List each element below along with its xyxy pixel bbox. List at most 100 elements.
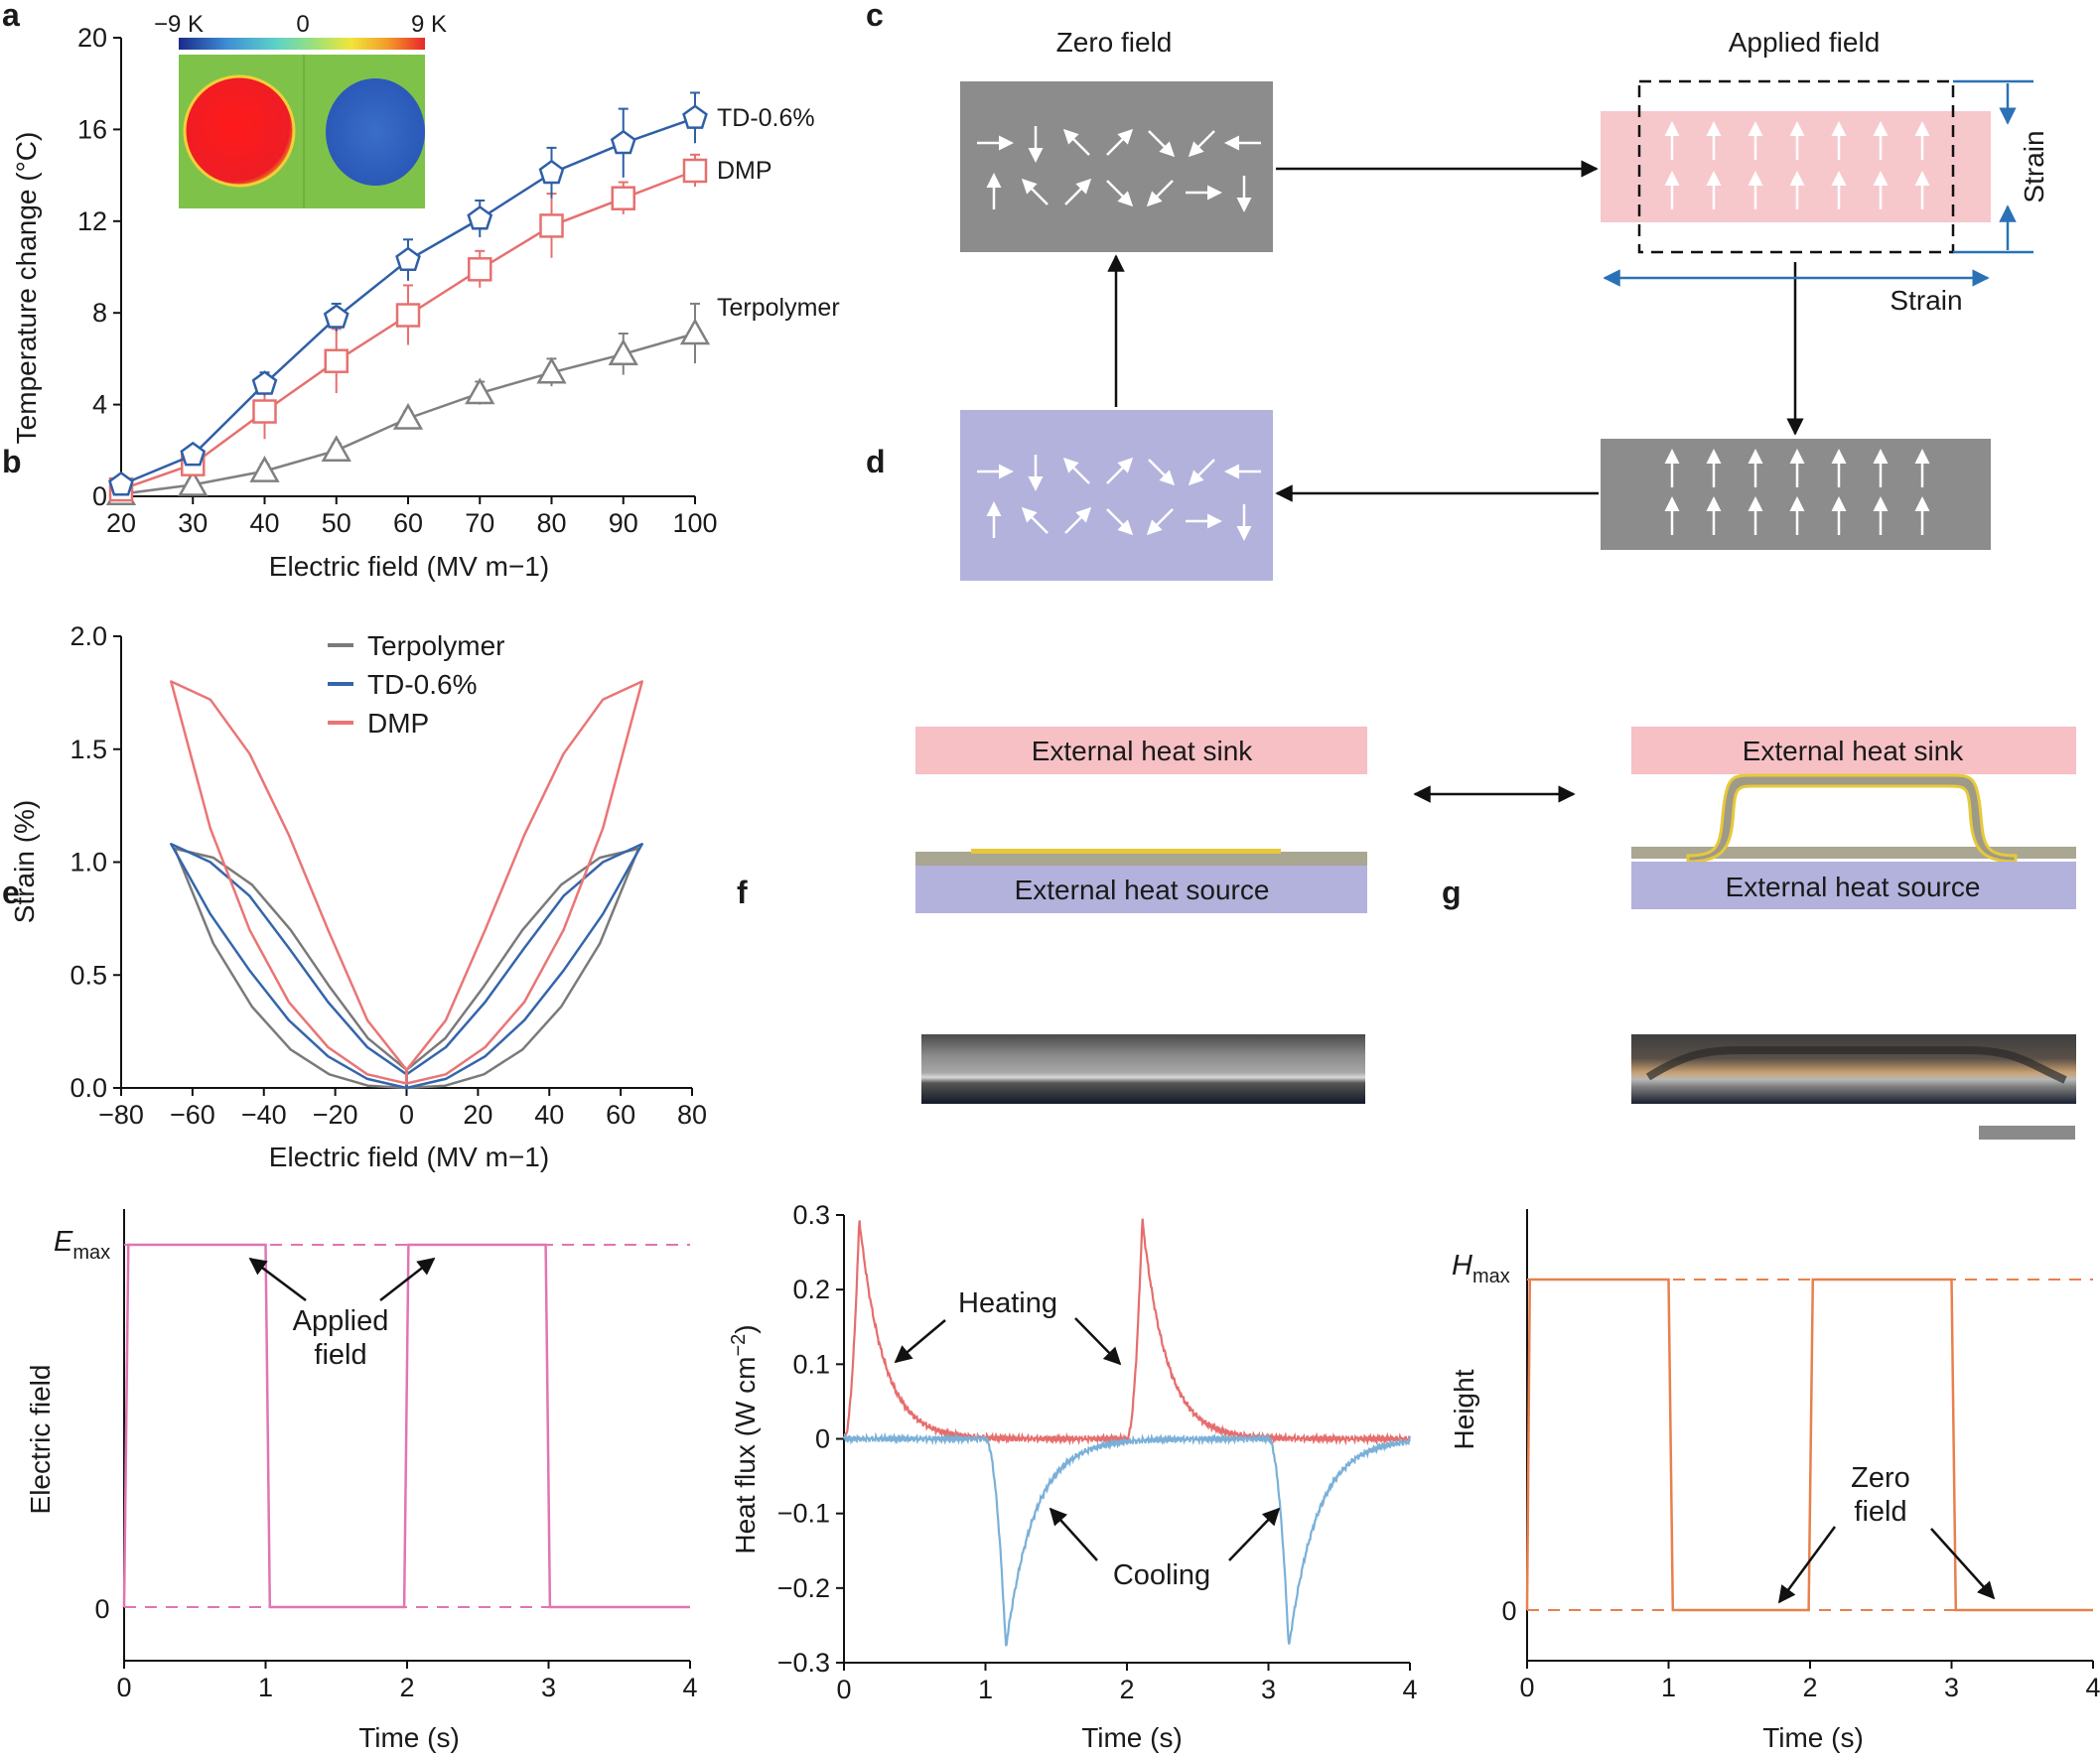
- left-heat-source-label: External heat source: [1015, 875, 1270, 905]
- left-device-photo: [921, 1034, 1365, 1104]
- relaxed-domain-box: [960, 410, 1273, 581]
- series-td-0-6--point: [323, 304, 350, 329]
- series-terpolymer-point: [536, 356, 567, 384]
- inset-scale-mid: 0: [296, 11, 309, 38]
- series-terpolymer-point: [608, 338, 638, 366]
- panel-letter-g: g: [1442, 875, 1462, 910]
- panel-letter-e: e: [2, 875, 20, 910]
- f-y-tick-label: 0.1: [792, 1349, 830, 1379]
- a-x-tick-label: 60: [393, 508, 423, 538]
- f-x-tick-label: 1: [978, 1675, 993, 1704]
- a-x-tick-label: 20: [106, 508, 136, 538]
- dipole-arrow: [1062, 457, 1090, 484]
- panel-a-inset: −9 K 0 9 K: [154, 11, 447, 208]
- g-x-tick-label: 4: [2085, 1673, 2100, 1702]
- series-dmp-point: [252, 399, 277, 424]
- panel-f-heating-pointer-right: [1074, 1317, 1122, 1366]
- strain-label-vertical: Strain: [2019, 130, 2049, 202]
- panel-g-pointer-right: [1930, 1528, 1996, 1600]
- strain-label-horizontal: Strain: [1890, 285, 1962, 316]
- panel-f-heating-label: Heating: [958, 1287, 1057, 1319]
- b-x-tick-label: 40: [534, 1100, 564, 1130]
- legend-dmp-label: DMP: [367, 708, 429, 739]
- panel-e-ylabel: Electric field: [25, 1365, 56, 1515]
- zero-field-domain-box: [960, 81, 1273, 252]
- series-td-0-6--label: TD-0.6%: [717, 104, 815, 132]
- series-terpolymer-point: [392, 402, 424, 430]
- panel-e-chart: 0 1 2 3 4 Time (s) Electric field Emax 0 App…: [25, 1209, 698, 1753]
- series-terpolymer-label: Terpolymer: [717, 294, 840, 322]
- series-terpolymer-loop-positive: [405, 847, 640, 1090]
- right-device-photo: [1631, 1034, 2076, 1104]
- dipole-arrow: [1106, 457, 1134, 484]
- panel-g-annotation-line1: Zero: [1851, 1462, 1910, 1494]
- left-heat-sink: [915, 727, 1367, 774]
- f-y-tick-label: −0.3: [777, 1648, 830, 1678]
- dipole-arrow: [1062, 128, 1090, 156]
- a-x-tick-label: 30: [178, 508, 208, 538]
- panel-f-xlabel: Time (s): [1081, 1722, 1183, 1753]
- e-x-tick-label: 4: [682, 1673, 697, 1702]
- panel-b-xlabel: Electric field (MV m−1): [269, 1142, 549, 1172]
- series-td-0-6--point: [467, 204, 493, 230]
- series-dmp-label: DMP: [717, 157, 772, 185]
- f-y-tick-label: −0.2: [777, 1573, 830, 1603]
- series-dmp-point: [539, 213, 564, 238]
- g-waveform: [1525, 1278, 2093, 1612]
- b-x-tick-label: 0: [399, 1100, 414, 1130]
- a-x-tick-label: 50: [322, 508, 351, 538]
- series-terpolymer-point: [178, 469, 209, 496]
- panel-d-device: External heat sink External heat source …: [915, 727, 2076, 1140]
- b-y-tick-label: 0.5: [70, 960, 107, 990]
- series-td-0-6--point: [180, 441, 207, 467]
- panel-letter-b: b: [2, 444, 22, 479]
- inset-colorbar: [179, 38, 425, 50]
- applied-field-title: Applied field: [1729, 27, 1881, 58]
- series-dmp-loop-negative: [170, 680, 408, 1085]
- series-td-0-6--point: [610, 129, 636, 155]
- panel-g-zero-label: 0: [1501, 1596, 1516, 1626]
- panel-g-ylabel: Height: [1449, 1369, 1479, 1449]
- series-dmp-point: [468, 257, 492, 282]
- e-waveform: [122, 1243, 690, 1609]
- legend-terpolymer-label: Terpolymer: [367, 630, 504, 661]
- a-y-tick-label: 4: [92, 390, 107, 420]
- panel-f-ylabel: Heat flux (W cm−2): [728, 1324, 761, 1553]
- inset-scale-max: 9 K: [411, 11, 447, 38]
- dipole-arrows: [977, 121, 1930, 541]
- series-terpolymer-point: [679, 318, 711, 345]
- b-y-tick-label: 1.5: [70, 735, 107, 764]
- f-y-tick-label: 0.2: [792, 1275, 830, 1304]
- b-x-tick-label: −80: [98, 1100, 144, 1130]
- panel-f-cooling-label: Cooling: [1113, 1559, 1210, 1591]
- panel-letter-c: c: [866, 0, 884, 33]
- g-x-tick-label: 3: [1944, 1673, 1959, 1702]
- a-x-tick-label: 90: [609, 508, 638, 538]
- series-td-0-6--point: [682, 104, 708, 129]
- panel-a-ylabel: Temperature change (°C): [11, 132, 42, 445]
- dipole-arrow: [1188, 459, 1215, 486]
- panel-g-pointer-left: [1777, 1526, 1837, 1604]
- panel-b-chart: −80 −60 −40 −20 0 20 40 60 80 0.0 0.5 1.0 1.5 2.0 Ter…: [9, 621, 707, 1172]
- dipole-arrow: [1188, 130, 1215, 158]
- series-td-0-6--point: [395, 246, 421, 272]
- panel-f-chart: 0 1 2 3 4 −0.3 −0.2 −0.1 0 0.1 0.2 0.3 Time (s) Hea…: [728, 1200, 1418, 1753]
- panel-e-pointer-left: [248, 1257, 307, 1301]
- b-x-tick-label: −40: [241, 1100, 287, 1130]
- unstrained-outline: [1637, 79, 1955, 254]
- right-film-base: [1631, 847, 2076, 859]
- dipole-arrow: [1106, 508, 1134, 536]
- panel-f-heating-pointer-left: [894, 1319, 946, 1364]
- series-td-0-6--point: [251, 370, 278, 395]
- right-heat-source-label: External heat source: [1726, 872, 1981, 902]
- panel-f-cooling-pointer-right: [1228, 1507, 1281, 1561]
- a-x-tick-label: 70: [465, 508, 494, 538]
- b-x-tick-label: 20: [463, 1100, 492, 1130]
- b-y-tick-label: 2.0: [70, 621, 107, 651]
- e-x-tick-label: 2: [399, 1673, 414, 1702]
- panel-f-cooling-pointer-left: [1049, 1507, 1098, 1561]
- panel-a-xlabel: Electric field (MV m−1): [269, 551, 549, 582]
- f-x-tick-label: 3: [1261, 1675, 1276, 1704]
- series-dmp-point: [611, 186, 635, 210]
- b-x-tick-label: −60: [170, 1100, 215, 1130]
